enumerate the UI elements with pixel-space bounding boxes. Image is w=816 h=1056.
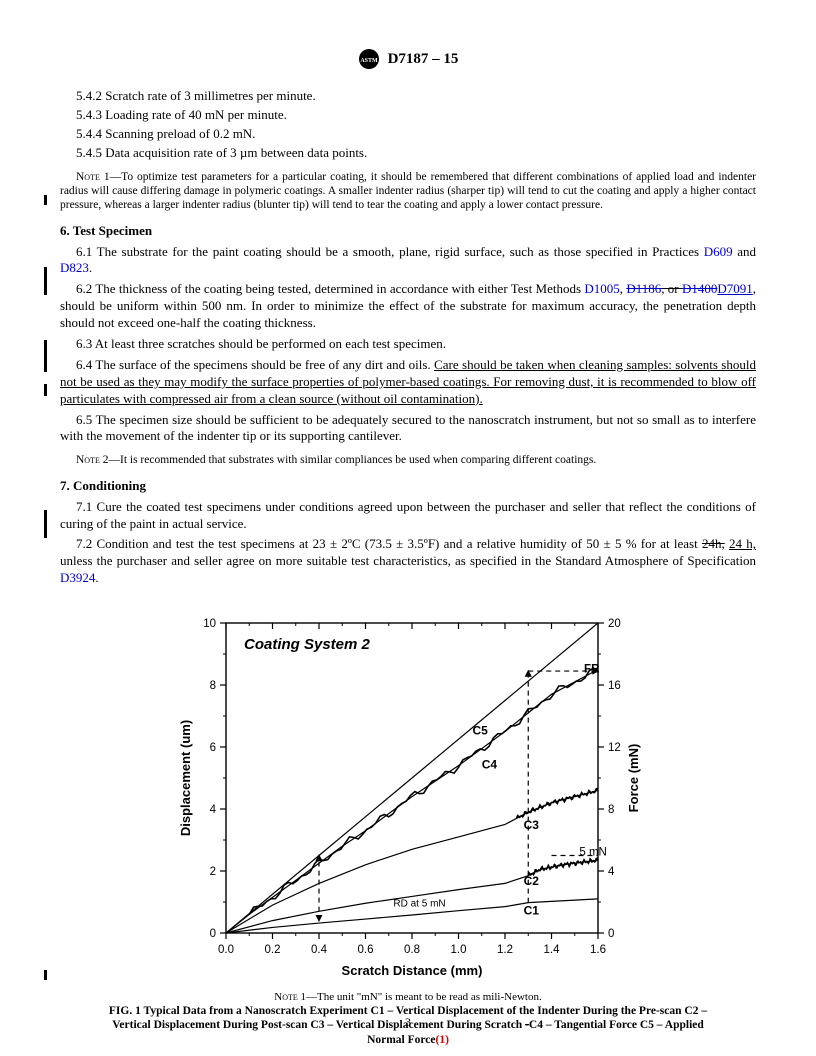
svg-text:Displacement (um): Displacement (um): [178, 720, 193, 836]
section-7-title: 7. Conditioning: [60, 478, 756, 495]
svg-text:Scratch Distance (mm): Scratch Distance (mm): [342, 963, 483, 978]
svg-text:0.0: 0.0: [218, 944, 234, 956]
para-544: 5.4.4 Scanning preload of 0.2 mN.: [60, 126, 756, 143]
svg-text:6: 6: [210, 742, 216, 754]
svg-text:C4: C4: [482, 758, 498, 772]
svg-text:1.0: 1.0: [451, 944, 467, 956]
designation-text: D7187 – 15: [388, 51, 459, 68]
svg-text:8: 8: [210, 680, 216, 692]
page-number: 3: [0, 1015, 816, 1030]
document-page: ASTM D7187 – 15 5.4.2 Scratch rate of 3 …: [0, 0, 816, 1056]
svg-text:12: 12: [608, 742, 621, 754]
change-bar: [44, 267, 47, 295]
change-bar: [44, 970, 47, 980]
svg-text:16: 16: [608, 680, 621, 692]
svg-text:5 mN: 5 mN: [579, 847, 606, 859]
ref-d1400-struck: D1400: [682, 281, 717, 296]
change-bar: [44, 195, 47, 205]
svg-text:FR: FR: [584, 664, 600, 676]
note-1: Note 1—To optimize test parameters for a…: [60, 170, 756, 213]
svg-text:4: 4: [608, 866, 615, 878]
svg-text:1.4: 1.4: [544, 944, 561, 956]
astm-logo-icon: ASTM: [358, 48, 380, 70]
note1-text: To optimize test parameters for a partic…: [60, 171, 756, 212]
para-545: 5.4.5 Data acquisition rate of 3 µm betw…: [60, 145, 756, 162]
figure-1-chart: 0.00.20.40.60.81.01.21.41.60246810048121…: [168, 607, 648, 987]
svg-text:RD at 5 mN: RD at 5 mN: [393, 899, 445, 910]
ref-d1005[interactable]: D1005: [584, 281, 619, 296]
para-65: 6.5 The specimen size should be sufficie…: [60, 412, 756, 446]
svg-text:1.2: 1.2: [497, 944, 513, 956]
svg-text:C3: C3: [524, 818, 540, 832]
svg-text:0.8: 0.8: [404, 944, 420, 956]
svg-text:0.6: 0.6: [358, 944, 374, 956]
para-62: 6.2 The thickness of the coating being t…: [60, 281, 756, 332]
body-column: 5.4.2 Scratch rate of 3 millimetres per …: [60, 88, 756, 587]
para-71: 7.1 Cure the coated test specimens under…: [60, 499, 756, 533]
ref-d823[interactable]: D823: [60, 260, 89, 275]
note1-label: Note 1—: [76, 171, 121, 183]
change-bar: [44, 340, 47, 372]
svg-text:0.4: 0.4: [311, 944, 328, 956]
svg-text:0: 0: [608, 928, 614, 940]
para-542: 5.4.2 Scratch rate of 3 millimetres per …: [60, 88, 756, 105]
note2-label: Note 2—: [76, 454, 120, 466]
svg-text:Coating System 2: Coating System 2: [244, 636, 371, 653]
para-72-insert: 24 h,: [729, 536, 756, 551]
note2-text: It is recommended that substrates with s…: [120, 454, 596, 466]
para-72-struck: 24h,: [702, 536, 725, 551]
svg-text:10: 10: [203, 618, 216, 630]
ref-d609[interactable]: D609: [704, 244, 733, 259]
figure-ref-1[interactable]: (1): [436, 1034, 449, 1046]
para-63: 6.3 At least three scratches should be p…: [60, 336, 756, 353]
svg-text:C5: C5: [472, 724, 488, 738]
svg-text:8: 8: [608, 804, 614, 816]
svg-text:C1: C1: [524, 903, 540, 917]
para-61: 6.1 The substrate for the paint coating …: [60, 244, 756, 278]
chart-svg: 0.00.20.40.60.81.01.21.41.60246810048121…: [168, 607, 648, 987]
figure-note: Note 1—The unit "mN" is meant to be read…: [60, 991, 756, 1003]
ref-d1186-struck: D1186: [626, 281, 661, 296]
para-543: 5.4.3 Loading rate of 40 mN per minute.: [60, 107, 756, 124]
svg-text:0.2: 0.2: [265, 944, 281, 956]
para-64: 6.4 The surface of the specimens should …: [60, 357, 756, 408]
svg-text:4: 4: [210, 804, 217, 816]
page-header: ASTM D7187 – 15: [60, 48, 756, 70]
svg-text:20: 20: [608, 618, 621, 630]
ref-d3924[interactable]: D3924: [60, 570, 95, 585]
svg-text:0: 0: [210, 928, 216, 940]
svg-text:Force (mN): Force (mN): [626, 744, 641, 813]
svg-text:2: 2: [210, 866, 216, 878]
section-6-title: 6. Test Specimen: [60, 223, 756, 240]
svg-text:1.6: 1.6: [590, 944, 606, 956]
note-2: Note 2—It is recommended that substrates…: [60, 453, 756, 467]
change-bar: [44, 384, 47, 396]
ref-d7091[interactable]: D7091: [717, 281, 752, 296]
svg-text:C2: C2: [524, 874, 540, 888]
para-72: 7.2 Condition and test the test specimen…: [60, 536, 756, 587]
change-bar: [44, 510, 47, 538]
svg-text:ASTM: ASTM: [360, 58, 378, 64]
